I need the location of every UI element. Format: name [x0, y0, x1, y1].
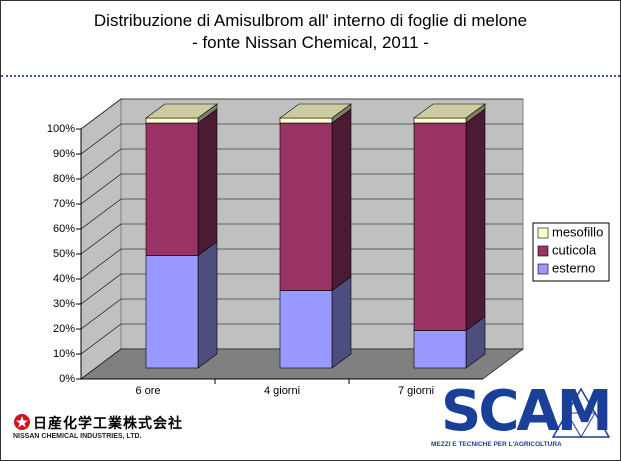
- y-tick-label: 90%: [53, 148, 75, 160]
- bar: [145, 117, 199, 124]
- nissan-logo: 日産化学工業株式会社 NISSAN CHEMICAL INDUSTRIES, L…: [13, 413, 183, 440]
- scam-logo: SCAM MEZZI E TECNICHE PER L'AGRICOLTURA: [431, 379, 612, 459]
- y-tick-label: 50%: [53, 248, 75, 260]
- bar-side: [331, 108, 352, 292]
- legend-swatch: [537, 245, 549, 257]
- y-tick-label: 60%: [53, 223, 75, 235]
- scam-triangles: [551, 387, 611, 438]
- bar-side: [331, 275, 352, 369]
- bar-side: [197, 240, 218, 369]
- bar: [279, 122, 333, 291]
- grid-line-side: [80, 173, 122, 205]
- x-tick-label: 6 ore: [135, 385, 160, 397]
- x-tick-label: 4 giorni: [264, 385, 300, 397]
- y-tick-label: 70%: [53, 198, 75, 210]
- grid-line-side: [80, 123, 122, 155]
- nissan-icon: [14, 414, 30, 430]
- y-tick-label: 80%: [53, 173, 75, 185]
- nissan-jp: 日産化学工業株式会社: [33, 415, 183, 431]
- bar: [279, 117, 333, 124]
- scam-text: SCAM: [441, 379, 612, 444]
- bar-side: [465, 108, 486, 332]
- x-tick-label: 7 giorni: [398, 385, 434, 397]
- header: Distribuzione di Amisulbrom all' interno…: [1, 1, 620, 77]
- scam-sub: MEZZI E TECNICHE PER L'AGRICOLTURA: [431, 441, 562, 448]
- bar: [413, 117, 467, 124]
- bar: [145, 255, 199, 369]
- grid-line-side: [80, 323, 122, 355]
- bar-side: [197, 108, 218, 257]
- grid-line-side: [80, 98, 122, 130]
- legend-swatch: [537, 263, 549, 275]
- bar: [145, 122, 199, 256]
- title: Distribuzione di Amisulbrom all' interno…: [93, 11, 528, 30]
- y-tick-label: 40%: [53, 273, 75, 285]
- bar-top: [145, 103, 218, 119]
- y-tick-label: 100%: [47, 123, 75, 135]
- y-tick-label: 20%: [53, 323, 75, 335]
- legend-label: mesofillo: [552, 224, 603, 239]
- grid-line-side: [80, 148, 122, 180]
- legend-swatch: [537, 227, 549, 239]
- y-tick-label: 10%: [53, 348, 75, 360]
- bar-top: [279, 103, 352, 119]
- legend-label: cuticola: [552, 242, 597, 257]
- y-tick-label: 0%: [59, 373, 75, 385]
- bar: [279, 290, 333, 369]
- grid-line-side: [80, 248, 122, 280]
- grid-line-side: [80, 298, 122, 330]
- bar: [413, 122, 467, 331]
- legend-label: esterno: [552, 260, 595, 275]
- grid-line-side: [80, 198, 122, 230]
- bar: [413, 330, 467, 369]
- y-tick-label: 30%: [53, 298, 75, 310]
- bar-top: [413, 103, 486, 119]
- grid-line-side: [80, 223, 122, 255]
- nissan-en: NISSAN CHEMICAL INDUSTRIES, LTD.: [13, 433, 142, 440]
- grid-line-side: [80, 273, 122, 305]
- subtitle: - fonte Nissan Chemical, 2011 -: [192, 33, 429, 52]
